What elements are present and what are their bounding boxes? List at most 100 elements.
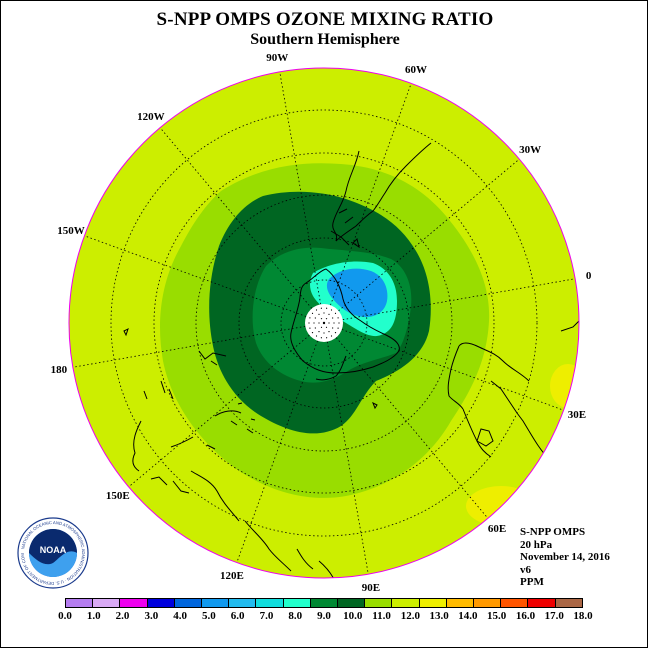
- colorbar-swatch: [256, 599, 284, 607]
- longitude-label: 180: [50, 363, 68, 376]
- pole-dot: [309, 327, 311, 329]
- pole-dot: [322, 321, 326, 325]
- longitude-label: 60W: [405, 64, 427, 77]
- colorbar-tick-label: 0.0: [58, 610, 72, 622]
- longitude-label: 30W: [519, 144, 542, 157]
- colorbar-tick-label: 4.0: [173, 610, 187, 622]
- colorbar-tick-label: 16.0: [515, 610, 536, 622]
- pole-dot: [311, 312, 314, 314]
- map-boundary: [68, 67, 580, 579]
- meridian-line: [128, 334, 310, 488]
- longitude-label: 150W: [57, 224, 85, 237]
- pole-dot: [314, 317, 316, 319]
- colorbar-swatch: [419, 599, 447, 607]
- colorbar-swatch: [174, 599, 203, 607]
- pole-dot: [326, 337, 328, 339]
- pole-dot: [328, 313, 330, 315]
- noaa-logo: NOAA NATIONAL OCEANIC AND ATMOSPHERIC AD…: [17, 517, 89, 589]
- colorbar-tick-label: 3.0: [144, 610, 159, 622]
- info-units: PPM: [520, 576, 544, 588]
- colorbar-tick-label: 10.0: [343, 610, 363, 622]
- info-date: November 14, 2016: [520, 551, 610, 563]
- coastlines: [123, 142, 579, 578]
- pole-dot: [334, 312, 337, 314]
- pole-dot: [315, 335, 318, 337]
- chart-subtitle: Southern Hemisphere: [250, 31, 400, 48]
- colorbar-swatch: [66, 599, 94, 607]
- colorbar-swatch: [501, 599, 529, 607]
- pole-dot: [328, 331, 330, 333]
- meridian-line: [159, 127, 313, 309]
- colorbar-tick-label: 8.0: [288, 610, 303, 622]
- graticule: [72, 71, 576, 575]
- pole-dot: [313, 322, 315, 324]
- colorbar-swatch: [446, 599, 475, 607]
- pole-dot: [330, 309, 333, 311]
- pole-dot: [326, 307, 328, 309]
- pole-dot: [309, 317, 311, 319]
- longitude-label: 90E: [361, 581, 381, 594]
- colorbar-tick-label: 11.0: [372, 610, 391, 622]
- field-12-13-patch: [550, 364, 579, 408]
- pole-dot: [320, 307, 322, 309]
- colorbar-tick-label: 2.0: [115, 610, 130, 622]
- colorbar-tick-label: 13.0: [429, 610, 449, 622]
- info-level: 20 hPa: [520, 538, 553, 551]
- colorbar-swatch: [120, 599, 148, 607]
- pole-dot: [315, 309, 318, 311]
- colorbar-swatch: [229, 599, 257, 607]
- colorbar-swatch: [93, 599, 121, 607]
- colorbar-tick-label: 18.0: [573, 610, 593, 622]
- pole-dot: [323, 312, 325, 314]
- pole-dot: [323, 332, 325, 334]
- longitude-label: 120W: [137, 110, 165, 123]
- colorbar-tick-label: 14.0: [458, 610, 478, 622]
- colorbar-swatch: [283, 599, 311, 607]
- pole-dot: [338, 322, 340, 324]
- longitude-label: 90W: [266, 52, 289, 65]
- colorbar-swatch: [310, 599, 339, 607]
- longitude-label: 150E: [105, 489, 130, 502]
- colorbar-swatch: [147, 599, 175, 607]
- colorbar-tick-label: 6.0: [230, 610, 245, 622]
- pole-dot: [330, 335, 333, 337]
- pole-dot: [334, 332, 337, 334]
- pole-dot: [320, 326, 323, 328]
- pole-dot: [318, 313, 320, 315]
- longitude-label: 120E: [219, 569, 244, 582]
- colorbar-swatch: [555, 599, 582, 607]
- colorbar-swatch: [528, 599, 556, 607]
- chart-title: S-NPP OMPS OZONE MIXING RATIO: [156, 9, 494, 30]
- pole-dot: [328, 322, 330, 324]
- pole-dot: [318, 322, 320, 324]
- pole-dot: [337, 327, 339, 329]
- colorbar-tick-label: 17.0: [544, 610, 564, 622]
- colorbar-swatch: [392, 599, 420, 607]
- longitude-label: 60E: [487, 523, 507, 536]
- field-5-6-region: [326, 268, 388, 317]
- colorbar-tick-label: 9.0: [317, 610, 331, 622]
- pole-dot: [318, 331, 320, 333]
- colorbar-swatch: [365, 599, 393, 607]
- info-instrument: S-NPP OMPS: [520, 526, 586, 538]
- meridian-line: [326, 341, 369, 575]
- colorbar-tick-label: 5.0: [202, 610, 216, 622]
- longitude-label: 30E: [567, 409, 587, 421]
- pole-dot: [320, 337, 322, 339]
- colorbar-swatch: [202, 599, 230, 607]
- meridian-line: [342, 278, 576, 321]
- pole-dot: [320, 318, 323, 320]
- meridian-line: [341, 329, 564, 411]
- meridian-line: [236, 340, 318, 563]
- info-block: S-NPP OMPS 20 hPa November 14, 2016 v6 P…: [520, 526, 610, 589]
- colorbar: [65, 598, 583, 608]
- longitude-label: 0: [585, 270, 592, 283]
- meridian-line: [338, 158, 520, 312]
- pole-dot: [332, 317, 334, 319]
- pole-dot: [311, 332, 314, 334]
- logo-text: NOAA: [40, 545, 67, 555]
- pole-dot: [308, 322, 310, 324]
- colorbar-tick-label: 7.0: [259, 610, 274, 622]
